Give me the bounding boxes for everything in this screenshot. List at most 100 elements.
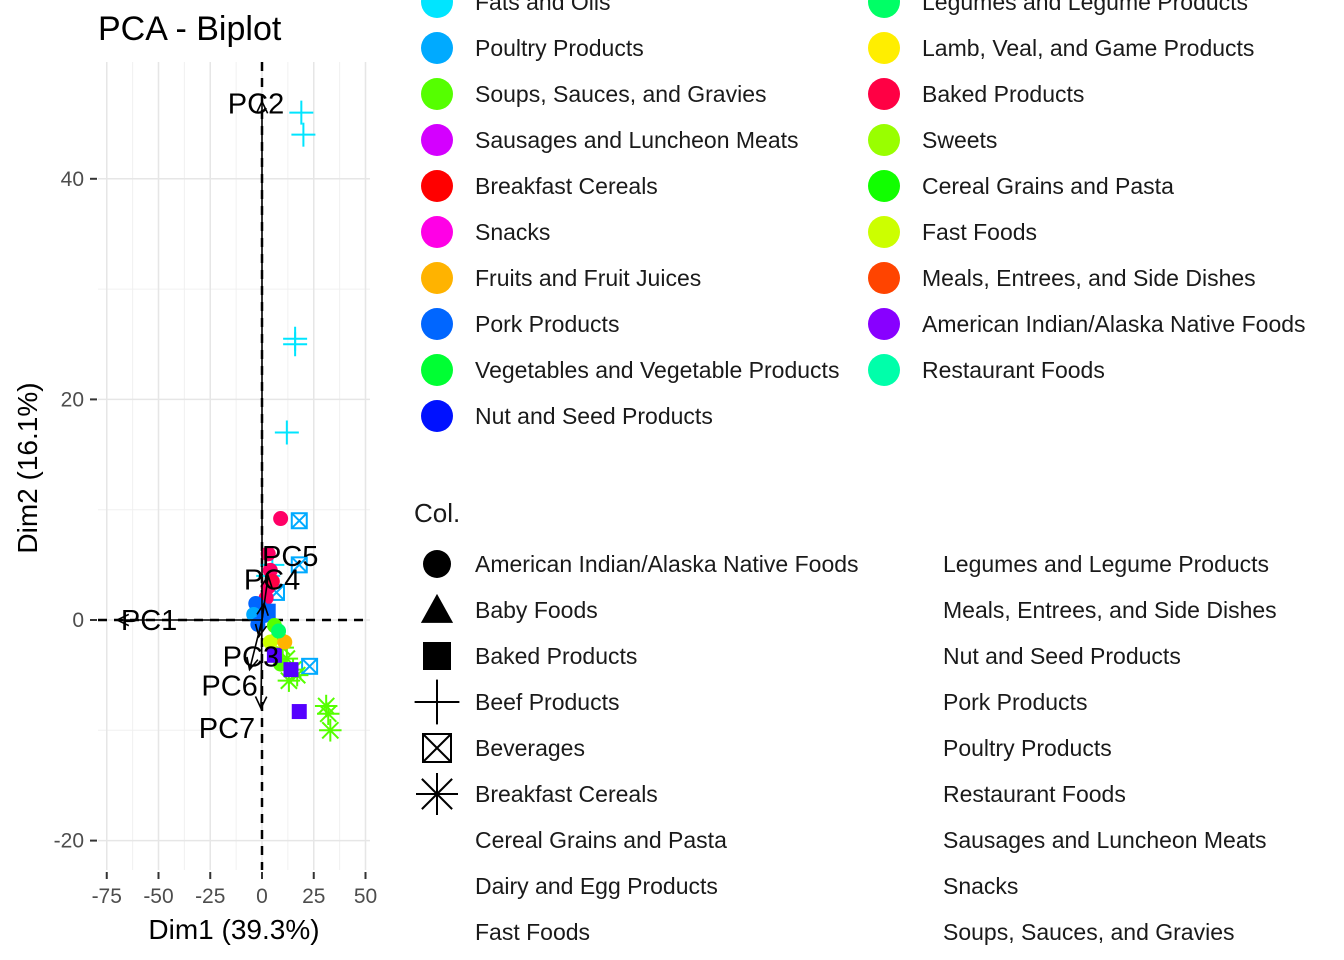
legend-color-key <box>421 170 453 202</box>
legend-shape-key <box>423 550 451 578</box>
legend-color-key <box>421 308 453 340</box>
legend-color-key <box>868 308 900 340</box>
legend-color-key <box>421 216 453 248</box>
marker-box <box>422 733 452 763</box>
data-point <box>301 657 319 675</box>
arrow-label-pc2: PC2 <box>228 89 284 121</box>
marker-circle <box>277 634 293 650</box>
x-tick-label: 50 <box>354 885 377 908</box>
legend-color-label: Vegetables and Vegetable Products <box>475 357 839 383</box>
legend-color-key <box>421 400 453 432</box>
data-point <box>319 719 342 742</box>
legend-color-label: Lamb, Veal, and Game Products <box>922 35 1254 61</box>
legend-color-label: Fats and Oils <box>475 0 611 15</box>
legend-color-key <box>868 124 900 156</box>
legend-color-key <box>421 262 453 294</box>
chart-title: PCA - Biplot <box>98 10 282 48</box>
marker-box <box>290 512 308 530</box>
marker-circle <box>262 634 278 650</box>
legend-shape-label: Beef Products <box>475 689 619 715</box>
shape-legend: American Indian/Alaska Native Foods Baby … <box>414 550 1277 945</box>
marker-x2 <box>291 556 308 574</box>
arrow-head <box>254 623 268 639</box>
marker-ast <box>321 721 340 740</box>
legend-color-label: Poultry Products <box>475 35 644 61</box>
data-point <box>277 634 293 650</box>
legend-shape-label: Cereal Grains and Pasta <box>475 827 727 853</box>
shape-legend-title: Col. <box>414 498 460 528</box>
legend-shape-label: Soups, Sauces, and Gravies <box>943 919 1235 945</box>
arrow-label-pc5: PC5 <box>262 541 318 573</box>
marker-x2 <box>301 658 318 675</box>
marker-x2 <box>422 733 452 763</box>
legend-shape-label: Fast Foods <box>475 919 590 945</box>
legend-shape-label: Poultry Products <box>943 735 1112 761</box>
marker-x2 <box>291 512 308 529</box>
marker-circle <box>273 511 289 527</box>
legend-color-key <box>421 78 453 110</box>
legend-color-label: Breakfast Cereals <box>475 173 658 199</box>
legend-color-key <box>868 0 900 18</box>
marker-square <box>423 642 451 670</box>
legend-color-key <box>421 0 453 18</box>
data-point <box>290 512 308 530</box>
marker-square <box>291 704 307 720</box>
legend-shape-label: Sausages and Luncheon Meats <box>943 827 1267 853</box>
legend-color-key <box>868 262 900 294</box>
color-legend: Fats and Oils Poultry Products Soups, Sauc… <box>421 0 1306 432</box>
legend-shape-label: Snacks <box>943 873 1018 899</box>
arrow-pc6 <box>248 619 263 670</box>
arrow-label-pc6: PC6 <box>201 671 257 703</box>
arrow-pc5 <box>261 575 270 621</box>
legend-shape-key <box>414 679 460 725</box>
legend-shape-label: Nut and Seed Products <box>943 643 1181 669</box>
marker-ast <box>319 704 338 723</box>
legend-color-label: Baked Products <box>922 81 1084 107</box>
legend-shape-label: Legumes and Legume Products <box>943 551 1269 577</box>
legend-color-key <box>868 170 900 202</box>
legend-shape-label: Pork Products <box>943 689 1087 715</box>
legend-color-label: Snacks <box>475 219 550 245</box>
legend-color-key <box>868 78 900 110</box>
marker-circle <box>260 546 276 562</box>
grid <box>98 62 370 870</box>
data-point <box>283 662 299 678</box>
legend-shape-key <box>423 642 451 670</box>
data-point <box>290 556 308 574</box>
marker-box <box>290 556 308 574</box>
legend-color-label: Legumes and Legume Products <box>922 0 1248 15</box>
data-point <box>266 647 282 663</box>
legend-shape-label: Baby Foods <box>475 597 598 623</box>
marker-square <box>283 662 299 678</box>
arrow-head <box>246 656 259 672</box>
legend-color-key <box>868 32 900 64</box>
y-tick-label: 20 <box>61 388 84 411</box>
arrow-head <box>255 99 269 114</box>
arrow-head <box>260 574 273 589</box>
legend-shape-label: Breakfast Cereals <box>475 781 658 807</box>
legend-shape-label: Restaurant Foods <box>943 781 1126 807</box>
legend-color-label: Fast Foods <box>922 219 1037 245</box>
legend-shape-label: Beverages <box>475 735 585 761</box>
data-point <box>271 623 287 639</box>
y-tick-label: 0 <box>72 609 84 632</box>
reference-lines <box>98 62 370 870</box>
legend-shape-key <box>422 733 452 763</box>
legend-shape-label: Dairy and Egg Products <box>475 873 718 899</box>
y-tick-label: 40 <box>61 168 84 191</box>
legend-color-key <box>421 124 453 156</box>
legend-color-label: Sweets <box>922 127 997 153</box>
legend-color-label: Restaurant Foods <box>922 357 1105 383</box>
data-point <box>289 100 314 125</box>
legend-shape-label: Baked Products <box>475 643 637 669</box>
legend-shape-label: American Indian/Alaska Native Foods <box>475 551 859 577</box>
x-tick-label: 25 <box>302 885 325 908</box>
marker-circle <box>423 550 451 578</box>
legend-color-label: Pork Products <box>475 311 619 337</box>
legend-shape-label: Meals, Entrees, and Side Dishes <box>943 597 1277 623</box>
legend-color-key <box>868 216 900 248</box>
data-point <box>291 122 316 147</box>
data-point <box>283 332 308 357</box>
x-axis-title: Dim1 (39.3%) <box>148 914 319 945</box>
